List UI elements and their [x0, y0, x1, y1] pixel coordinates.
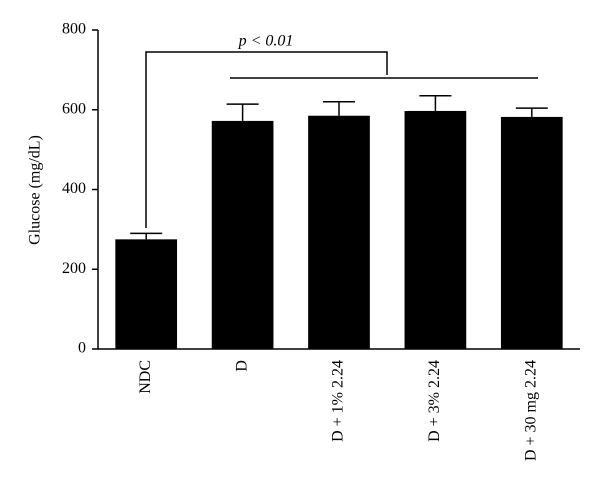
- x-tick-label: NDC: [137, 360, 154, 394]
- x-tick-label: D + 1% 2.24: [330, 360, 347, 442]
- significance-annotation: p < 0.01: [238, 33, 294, 50]
- x-tick-label: D + 30 mg 2.24: [522, 360, 539, 461]
- y-tick-label: 800: [62, 21, 86, 38]
- bar: [308, 115, 370, 349]
- y-tick-label: 200: [62, 260, 86, 277]
- x-tick-label: D + 3% 2.24: [426, 360, 443, 442]
- bar: [211, 120, 274, 349]
- bar: [115, 239, 178, 349]
- bar: [500, 116, 563, 350]
- bar: [404, 110, 467, 349]
- y-tick-label: 0: [78, 340, 86, 357]
- y-axis-label: Glucose (mg/dL): [27, 135, 44, 245]
- y-tick-label: 600: [62, 100, 86, 117]
- x-tick-label: D: [233, 360, 250, 372]
- y-tick-label: 400: [62, 180, 86, 197]
- significance-bracket: [145, 51, 388, 228]
